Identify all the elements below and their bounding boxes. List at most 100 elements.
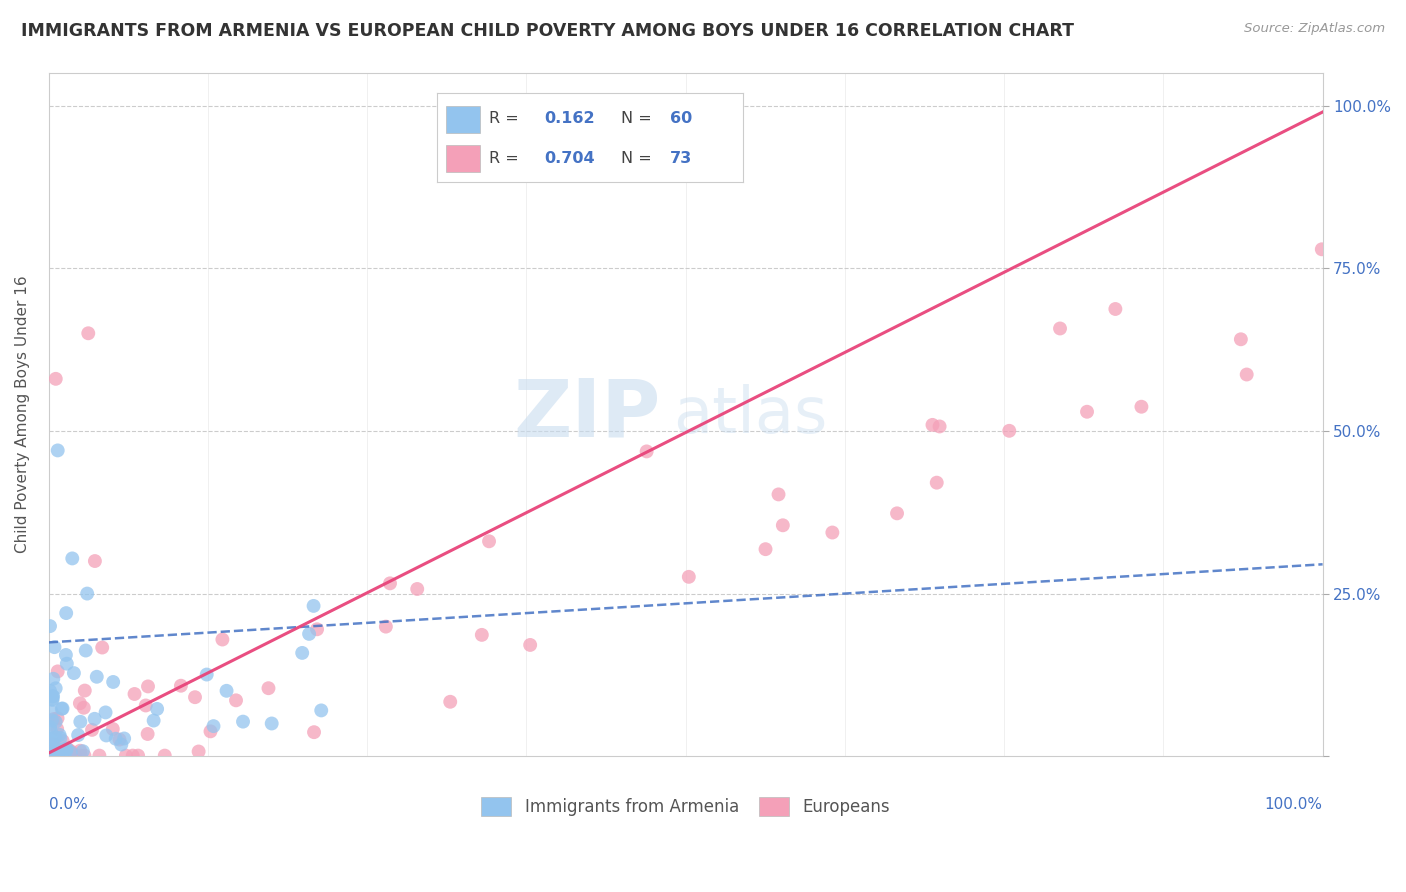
Point <box>112 731 135 746</box>
Point <box>53 748 76 763</box>
Point <box>55 741 77 756</box>
Point <box>39 747 62 762</box>
Point <box>1230 332 1253 346</box>
Point <box>101 722 124 736</box>
Point <box>257 681 280 696</box>
Point <box>104 731 127 746</box>
Point <box>374 619 396 633</box>
Point <box>51 701 73 715</box>
Point <box>49 731 72 745</box>
Point <box>187 744 209 758</box>
Point <box>439 695 461 709</box>
Point <box>45 372 67 386</box>
Point <box>39 748 62 763</box>
Point <box>41 737 63 751</box>
Point <box>136 727 159 741</box>
Point <box>76 586 98 600</box>
Point <box>56 657 79 671</box>
Point <box>52 744 75 758</box>
Point <box>46 711 69 725</box>
Point <box>69 696 91 710</box>
Point <box>121 748 143 763</box>
Point <box>46 745 69 759</box>
Point <box>55 606 77 620</box>
Point <box>1236 368 1258 382</box>
Point <box>86 670 108 684</box>
Point <box>39 684 62 698</box>
Point <box>48 728 70 742</box>
Point <box>73 700 96 714</box>
Point <box>73 683 96 698</box>
Point <box>41 692 63 706</box>
Point <box>42 672 65 686</box>
Point <box>202 719 225 733</box>
Point <box>298 627 321 641</box>
Point <box>39 742 62 756</box>
Point <box>39 619 62 633</box>
Text: IMMIGRANTS FROM ARMENIA VS EUROPEAN CHILD POVERTY AMONG BOYS UNDER 16 CORRELATIO: IMMIGRANTS FROM ARMENIA VS EUROPEAN CHIL… <box>21 22 1074 40</box>
Point <box>406 582 429 596</box>
Point <box>1049 321 1071 335</box>
Point <box>69 744 91 758</box>
Point <box>302 599 325 613</box>
Point <box>46 665 69 679</box>
Point <box>124 687 146 701</box>
Point <box>215 683 238 698</box>
Point <box>1130 400 1153 414</box>
Point <box>45 714 67 729</box>
Point <box>170 679 193 693</box>
Point <box>69 748 91 763</box>
Point <box>821 525 844 540</box>
Point <box>110 738 132 752</box>
Point <box>44 743 66 757</box>
Point <box>101 675 124 690</box>
Text: ZIP: ZIP <box>513 376 661 454</box>
Point <box>39 720 62 734</box>
Point <box>58 743 80 757</box>
Point <box>44 640 66 655</box>
Point <box>58 748 80 763</box>
Point <box>153 748 176 763</box>
Point <box>378 576 401 591</box>
Point <box>46 443 69 458</box>
Point <box>49 743 72 757</box>
Point <box>39 723 62 738</box>
Point <box>63 666 86 681</box>
Point <box>886 506 908 520</box>
Point <box>75 643 97 657</box>
Point <box>39 748 62 763</box>
Point <box>44 730 66 744</box>
Point <box>307 622 329 636</box>
Point <box>60 551 83 566</box>
Y-axis label: Child Poverty Among Boys Under 16: Child Poverty Among Boys Under 16 <box>15 276 30 553</box>
Text: 100.0%: 100.0% <box>1264 797 1323 813</box>
Point <box>42 690 65 704</box>
Point <box>51 748 73 763</box>
Point <box>127 748 149 763</box>
Point <box>302 725 325 739</box>
Point <box>225 693 247 707</box>
Text: Source: ZipAtlas.com: Source: ZipAtlas.com <box>1244 22 1385 36</box>
Point <box>471 628 494 642</box>
Point <box>211 632 233 647</box>
Point <box>200 724 222 739</box>
Point <box>41 693 63 707</box>
Point <box>55 744 77 758</box>
Point <box>39 748 62 763</box>
Point <box>921 417 943 432</box>
Point <box>42 712 65 726</box>
Point <box>291 646 314 660</box>
Point <box>41 734 63 748</box>
Point <box>184 690 207 705</box>
Point <box>146 702 169 716</box>
Point <box>260 716 283 731</box>
Point <box>96 728 118 742</box>
Text: atlas: atlas <box>673 384 827 446</box>
Point <box>80 723 103 737</box>
Point <box>72 744 94 758</box>
Point <box>55 648 77 662</box>
Point <box>73 748 96 763</box>
Point <box>59 746 82 760</box>
Point <box>115 748 138 763</box>
Point <box>48 748 70 763</box>
